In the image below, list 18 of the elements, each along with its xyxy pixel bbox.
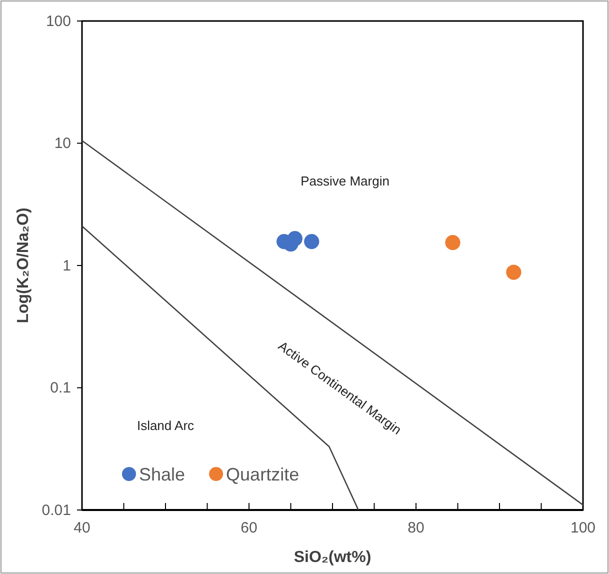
- point: [445, 235, 460, 250]
- legend-label: Quartzite: [226, 464, 300, 484]
- point: [506, 264, 522, 280]
- annotation: Passive Margin: [300, 174, 390, 189]
- y-tick-label: 0.1: [50, 380, 71, 397]
- y-tick-label: 10: [54, 135, 71, 152]
- y-tick-label: 0.01: [42, 502, 71, 519]
- y-axis-title: Log(K₂O/Na₂O): [15, 208, 32, 324]
- y-tick-label: 1: [62, 257, 71, 274]
- y-tick-label: 100: [46, 12, 71, 30]
- point: [304, 234, 320, 250]
- x-tick-label: 100: [570, 520, 596, 537]
- legend-label: Shale: [139, 464, 186, 484]
- x-tick-label: 60: [240, 520, 258, 537]
- x-tick-label: 80: [408, 520, 424, 537]
- annotation: Island Arc: [136, 418, 195, 434]
- x-tick-label: 40: [74, 520, 90, 537]
- x-axis-title: SiO₂(wt%): [294, 549, 372, 566]
